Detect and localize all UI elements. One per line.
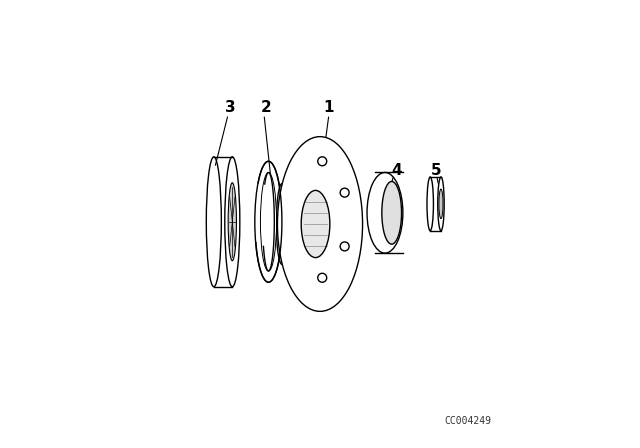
Ellipse shape: [278, 137, 362, 311]
Ellipse shape: [260, 172, 276, 271]
Ellipse shape: [427, 177, 433, 231]
Ellipse shape: [228, 183, 236, 261]
Ellipse shape: [301, 190, 330, 258]
Text: CC004249: CC004249: [444, 416, 492, 426]
Circle shape: [340, 188, 349, 197]
Circle shape: [317, 273, 327, 282]
Ellipse shape: [206, 157, 221, 287]
Ellipse shape: [225, 157, 240, 287]
Text: 3: 3: [225, 100, 236, 115]
Ellipse shape: [439, 189, 443, 219]
Text: 4: 4: [391, 163, 401, 178]
Ellipse shape: [382, 181, 401, 244]
Text: 5: 5: [431, 163, 442, 178]
Ellipse shape: [255, 161, 282, 282]
Circle shape: [317, 157, 327, 166]
Circle shape: [340, 242, 349, 251]
Text: 1: 1: [324, 100, 334, 115]
Ellipse shape: [367, 172, 403, 253]
Text: 2: 2: [261, 100, 271, 115]
Ellipse shape: [276, 184, 287, 264]
Ellipse shape: [438, 177, 444, 231]
